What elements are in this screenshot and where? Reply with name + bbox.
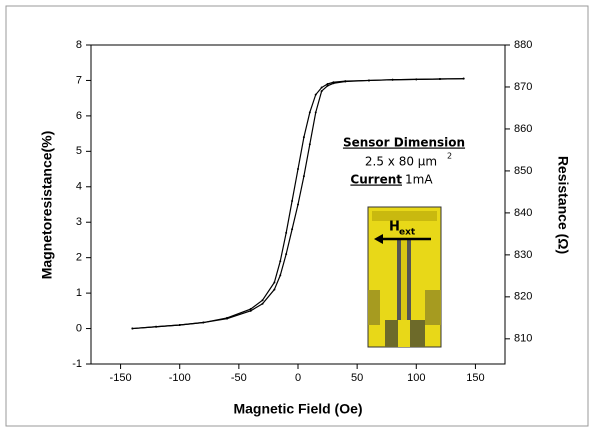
annotation: 2: [447, 152, 452, 161]
data-point: [326, 82, 329, 85]
y2-tick-label: 830: [514, 249, 532, 261]
data-point: [249, 309, 252, 312]
data-point: [279, 274, 282, 277]
annotation: 1mA: [405, 173, 433, 187]
data-point: [297, 203, 299, 206]
y2-tick-label: 860: [514, 123, 532, 135]
data-point: [291, 228, 294, 231]
data-point: [131, 327, 134, 330]
y-tick-label: 3: [76, 216, 82, 228]
x-tick-label: -100: [169, 372, 191, 384]
data-point: [320, 86, 323, 89]
data-point: [438, 78, 441, 81]
x-tick-label: 0: [295, 372, 301, 384]
data-point: [178, 324, 181, 327]
inset-image: [367, 206, 442, 348]
y2-axis-label: Resistance (Ω): [555, 156, 571, 254]
data-point: [261, 302, 264, 305]
x-tick-label: 100: [407, 372, 425, 384]
data-point: [367, 79, 370, 82]
data-point: [226, 316, 229, 319]
y-tick-label: 6: [76, 110, 82, 122]
data-point: [202, 321, 205, 324]
data-point: [155, 325, 158, 328]
y2-tick-label: 810: [514, 333, 532, 345]
y-tick-label: 8: [76, 39, 82, 51]
annotation: 2.5 x 80 μm: [365, 155, 437, 169]
x-tick-label: 150: [466, 372, 484, 384]
y2-tick-label: 840: [514, 207, 532, 219]
x-tick-label: -150: [110, 372, 132, 384]
data-point: [314, 111, 317, 114]
x-tick-label: -50: [231, 372, 247, 384]
y-tick-label: 7: [76, 74, 82, 86]
data-point: [415, 78, 418, 81]
data-point: [320, 90, 323, 93]
y-tick-label: 2: [76, 252, 82, 264]
y-tick-label: 4: [76, 181, 82, 193]
data-point: [273, 281, 276, 284]
annotation: H: [389, 220, 400, 235]
y-tick-label: 0: [76, 322, 82, 334]
data-point: [302, 175, 305, 178]
y2-tick-label: 820: [514, 291, 532, 303]
y-axis-label: Magnetoresistance(%): [39, 131, 55, 280]
data-line: [132, 78, 464, 330]
x-axis-label: Magnetic Field (Oe): [233, 401, 362, 417]
y2-tick-label: 850: [514, 165, 532, 177]
data-point: [273, 288, 276, 291]
annotation: Sensor Dimension: [343, 136, 465, 150]
y-tick-label: 5: [76, 145, 82, 157]
data-point: [391, 78, 394, 81]
annotation: Current: [350, 173, 402, 187]
y2-tick-label: 880: [514, 39, 532, 51]
y2-tick-label: 870: [514, 81, 532, 93]
frame: [5, 5, 589, 427]
data-point: [302, 136, 305, 139]
data-point: [285, 253, 288, 256]
y-tick-label: -1: [72, 358, 82, 370]
data-point: [261, 299, 264, 302]
annotation: ext: [399, 228, 416, 238]
data-point: [308, 111, 311, 114]
data-point: [462, 77, 465, 80]
data-point: [326, 84, 329, 87]
data-point: [249, 308, 252, 311]
y-tick-label: 1: [76, 287, 82, 299]
data-point: [297, 168, 299, 171]
data-point: [279, 260, 282, 263]
data-point: [308, 143, 311, 146]
data-point: [332, 81, 335, 84]
data-point: [291, 199, 294, 202]
x-tick-label: 50: [351, 372, 363, 384]
data-point: [344, 80, 347, 83]
data-point: [285, 231, 288, 234]
data-point: [314, 93, 317, 96]
